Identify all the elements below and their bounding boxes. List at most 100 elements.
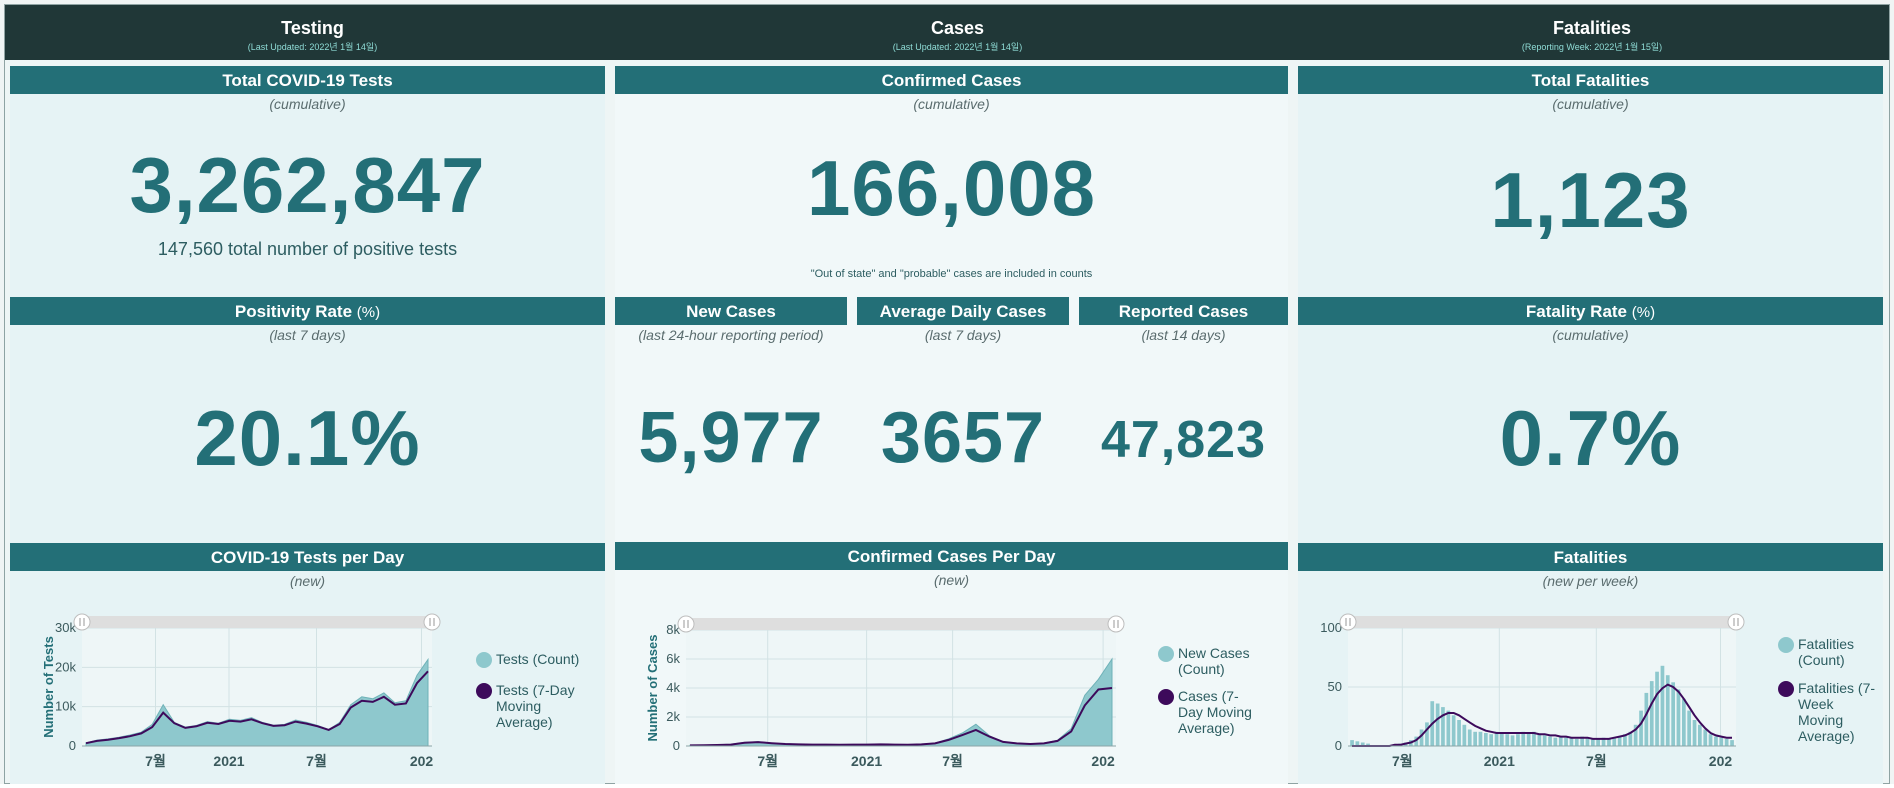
total-tests-header: Total COVID-19 Tests xyxy=(10,66,605,94)
range-slider-handle[interactable] xyxy=(423,613,441,631)
fatality-rate-header: Fatality Rate (%) xyxy=(1298,297,1883,325)
y-tick-label: 4k xyxy=(666,680,680,695)
cases-chart-subtitle: (new) xyxy=(933,572,969,588)
range-slider-track[interactable] xyxy=(686,618,1116,630)
range-slider-handle[interactable] xyxy=(1107,615,1125,633)
positivity-rate-subtitle: (last 7 days) xyxy=(269,327,346,343)
count-bar xyxy=(1660,665,1665,746)
x-tick-label: 7월 xyxy=(942,753,963,769)
y-tick-label: 0 xyxy=(1335,738,1342,753)
y-axis-label: Number of Tests xyxy=(41,636,56,738)
count-bar xyxy=(1532,731,1536,746)
cases-last-updated: (Last Updated: 2022년 1월 14일) xyxy=(892,42,1023,52)
cases-chart-title: Confirmed Cases Per Day xyxy=(847,547,1056,566)
reported-cases-value: 47,823 xyxy=(1100,411,1267,469)
total-fatalities-value: 1,123 xyxy=(1490,156,1691,244)
range-slider-handle[interactable] xyxy=(677,615,695,633)
count-bar xyxy=(1510,735,1515,746)
new-cases-value: 5,977 xyxy=(638,398,824,478)
tests-chart-header: COVID-19 Tests per Day xyxy=(10,543,605,571)
y-tick-label: 0 xyxy=(673,738,680,753)
legend-line-swatch-icon xyxy=(476,683,492,699)
cases-chart-header: Confirmed Cases Per Day xyxy=(615,542,1288,570)
tests-chart-title: COVID-19 Tests per Day xyxy=(210,548,405,567)
cases-per-day-chart: 8k 6k 4k 2k 0 7월 2021 7월 202 Number of Cases xyxy=(645,615,1125,769)
testing-last-updated: (Last Updated: 2022년 1월 14일) xyxy=(247,42,378,52)
legend-label: Fatalities (Count) xyxy=(1798,636,1855,668)
y-tick-label: 10k xyxy=(55,699,76,714)
count-bar xyxy=(1585,737,1590,746)
legend-line-swatch-icon xyxy=(1778,681,1794,697)
tests-chart-subtitle: (new) xyxy=(289,573,325,589)
count-bar xyxy=(1724,738,1729,746)
count-bar xyxy=(1628,731,1633,746)
tests-per-day-chart: 30k 20k 10k 0 7월 2021 7월 202 Number of Tests xyxy=(41,613,441,769)
legend-label: New Cases (Count) xyxy=(1178,645,1250,677)
avg-daily-cases-title: Average Daily Cases xyxy=(879,302,1047,321)
y-tick-label: 8k xyxy=(666,622,680,637)
count-bar xyxy=(1505,734,1510,746)
range-slider-track[interactable] xyxy=(1348,616,1736,628)
y-tick-label: 0 xyxy=(69,738,76,753)
count-bar xyxy=(1462,724,1467,746)
cases-title: Cases xyxy=(930,18,985,38)
x-tick-label: 202 xyxy=(1091,753,1115,769)
count-bar xyxy=(1360,742,1365,746)
count-bar xyxy=(1601,737,1606,746)
count-bar xyxy=(1633,724,1638,746)
count-bar xyxy=(1569,737,1574,746)
count-bar xyxy=(1441,707,1445,746)
moving-average-line xyxy=(689,687,1113,747)
fatalities-section-header: Fatalities (Reporting Week: 2022년 1월 15일… xyxy=(1295,5,1889,60)
y-axis-label: Number of Cases xyxy=(645,635,660,742)
count-bar xyxy=(1489,734,1493,746)
section-header-bar: Testing (Last Updated: 2022년 1월 14일) Cas… xyxy=(5,5,1889,60)
count-bar xyxy=(1473,731,1477,746)
count-bar xyxy=(1548,736,1552,746)
total-fatalities-title: Total Fatalities xyxy=(1531,71,1650,90)
confirmed-cases-title: Confirmed Cases xyxy=(881,71,1022,90)
range-slider-track[interactable] xyxy=(82,616,432,628)
fatalities-per-week-chart: 100 50 0 7월 2021 7월 202 xyxy=(1320,613,1745,769)
legend-bar-swatch-icon xyxy=(1158,646,1174,662)
x-tick-label: 202 xyxy=(1709,753,1733,769)
reported-cases-header: Reported Cases xyxy=(1079,297,1288,325)
confirmed-cases-subtitle: (cumulative) xyxy=(913,96,990,112)
fatalities-chart-title: Fatalities xyxy=(1553,548,1628,567)
legend-label: Tests (Count) xyxy=(496,651,580,667)
count-bar xyxy=(1457,720,1461,746)
range-slider-handle[interactable] xyxy=(73,613,91,631)
legend-label: Tests (7-Day Moving Average) xyxy=(496,682,575,730)
count-bar xyxy=(1484,733,1488,746)
range-slider-handle[interactable] xyxy=(1727,613,1745,631)
fatalities-chart-header: Fatalities xyxy=(1298,543,1883,571)
count-bar xyxy=(1446,710,1451,746)
count-bar xyxy=(1414,736,1419,746)
count-bar xyxy=(1355,741,1360,746)
total-fatalities-subtitle: (cumulative) xyxy=(1552,96,1629,112)
confirmed-cases-header: Confirmed Cases xyxy=(615,66,1288,94)
positive-tests-note: 147,560 total number of positive tests xyxy=(157,239,458,259)
moving-average-line xyxy=(85,670,429,745)
x-tick-label: 2021 xyxy=(213,753,244,769)
y-tick-label: 50 xyxy=(1328,679,1342,694)
count-bar xyxy=(1366,743,1370,746)
avg-daily-cases-subtitle: (last 7 days) xyxy=(924,327,1002,343)
count-bar xyxy=(1730,740,1734,746)
positivity-rate-header: Positivity Rate (%) xyxy=(10,297,605,325)
total-tests-value: 3,262,847 xyxy=(129,141,486,229)
y-tick-label: 20k xyxy=(55,659,76,674)
y-tick-label: 2k xyxy=(666,709,680,724)
count-bar xyxy=(1591,738,1595,746)
count-bar xyxy=(1478,731,1483,746)
count-bar xyxy=(1451,715,1456,746)
legend-label: Fatalities (7-Week Moving Average) xyxy=(1798,680,1876,744)
range-slider-handle[interactable] xyxy=(1339,613,1357,631)
count-bar xyxy=(1580,736,1584,746)
count-bar xyxy=(1521,731,1526,746)
count-bar xyxy=(1612,737,1617,746)
count-bar xyxy=(1676,689,1681,746)
new-cases-header: New Cases xyxy=(615,297,847,325)
count-bar xyxy=(1574,738,1579,746)
count-bar xyxy=(1623,734,1627,746)
